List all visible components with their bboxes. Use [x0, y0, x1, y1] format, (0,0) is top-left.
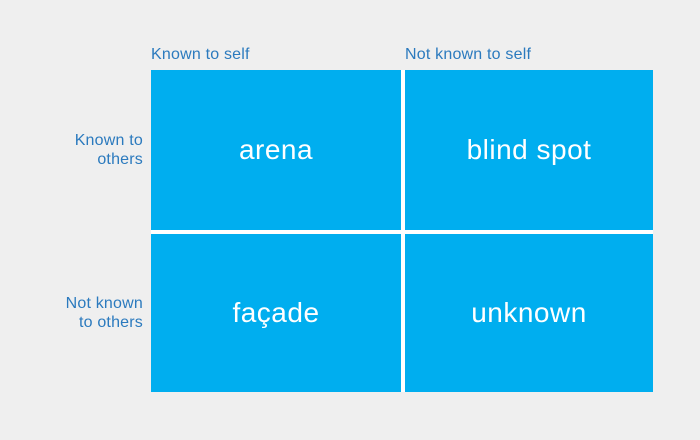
row-header-line: Not known: [65, 295, 143, 312]
row-header-line: to others: [78, 314, 143, 331]
column-header-not-known-to-self: Not known to self: [405, 46, 532, 63]
row-header-known-to-others: Known to others: [0, 131, 143, 169]
quadrant-facade: façade: [151, 234, 401, 392]
quadrant-label-facade: façade: [232, 297, 320, 328]
quadrant-unknown: unknown: [405, 234, 653, 392]
column-header-known-to-self: Known to self: [151, 46, 250, 63]
quadrant-arena: arena: [151, 70, 401, 230]
quadrant-label-blind-spot: blind spot: [466, 134, 592, 165]
row-header-line: others: [97, 151, 143, 168]
quadrant-grid: arena blind spot façade unknown: [151, 70, 653, 392]
quadrant-label-unknown: unknown: [471, 297, 587, 328]
row-header-line: Known to: [74, 132, 143, 149]
quadrant-label-arena: arena: [238, 134, 314, 165]
quadrant-blind-spot: blind spot: [405, 70, 653, 230]
row-header-not-known-to-others: Not known to others: [0, 294, 143, 332]
